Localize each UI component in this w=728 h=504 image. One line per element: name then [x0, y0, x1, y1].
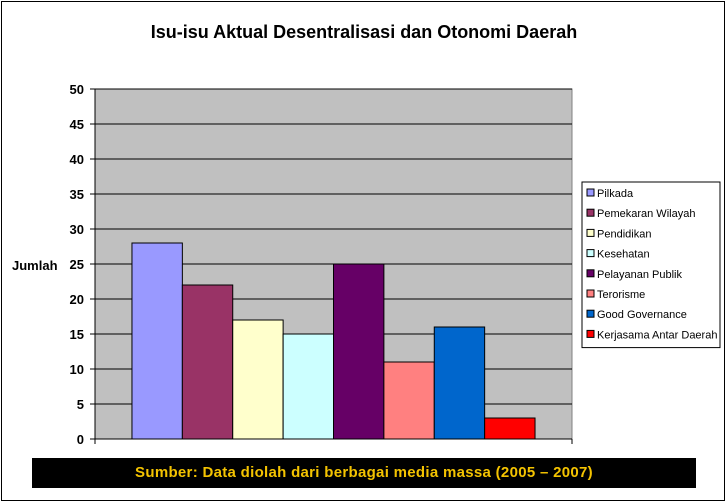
y-tick-label: 5	[77, 397, 84, 412]
legend-entry: Pendidikan	[597, 228, 651, 240]
legend-swatch	[586, 269, 595, 278]
y-tick-label: 40	[70, 152, 84, 167]
legend-swatch	[586, 208, 595, 217]
legend-swatch	[586, 309, 595, 318]
y-tick-label: 50	[70, 82, 84, 97]
legend-entry: Kerjasama Antar Daerah	[597, 329, 717, 341]
bar	[131, 242, 183, 440]
y-tick-label: 20	[70, 292, 84, 307]
legend-swatch	[586, 228, 595, 237]
legend-entry: Pelayanan Publik	[597, 269, 683, 281]
bar	[484, 417, 536, 440]
legend-entry: Good Governance	[597, 309, 687, 321]
y-tick-label: 0	[77, 432, 84, 447]
legend-swatch	[586, 188, 595, 197]
y-tick-label: 15	[70, 327, 84, 342]
bar	[181, 284, 234, 440]
y-tick-label: 25	[70, 257, 84, 272]
chart-title: Isu-isu Aktual Desentralisasi dan Otonom…	[150, 22, 578, 42]
bar	[433, 326, 486, 440]
legend-entry: Kesehatan	[597, 249, 650, 261]
legend-swatch	[586, 289, 595, 298]
y-axis-label: Jumlah	[12, 258, 58, 273]
y-tick-label: 35	[70, 187, 84, 202]
source-note: Sumber: Data diolah dari berbagai media …	[135, 464, 593, 481]
legend-swatch	[586, 249, 595, 258]
legend-swatch	[586, 329, 595, 338]
legend-entry: Pemekaran Wilayah	[597, 208, 695, 220]
bar	[383, 361, 435, 440]
legend-entry: Terorisme	[597, 289, 645, 301]
legend-box	[581, 181, 721, 349]
bar	[333, 263, 385, 440]
y-tick-label: 10	[70, 362, 84, 377]
bar	[232, 319, 284, 440]
y-tick-label: 30	[70, 222, 84, 237]
source-banner: Sumber: Data diolah dari berbagai media …	[32, 458, 696, 488]
y-tick-label: 45	[70, 117, 84, 132]
legend-entry: Pilkada	[597, 188, 634, 200]
bar	[282, 333, 335, 440]
